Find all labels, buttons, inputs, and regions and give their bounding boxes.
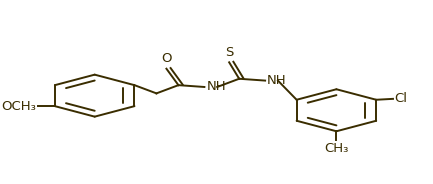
Text: NH: NH <box>207 80 226 93</box>
Text: CH₃: CH₃ <box>324 142 349 155</box>
Text: NH: NH <box>267 74 287 87</box>
Text: OCH₃: OCH₃ <box>1 100 36 113</box>
Text: S: S <box>225 46 233 59</box>
Text: Cl: Cl <box>394 92 407 105</box>
Text: O: O <box>161 52 172 65</box>
